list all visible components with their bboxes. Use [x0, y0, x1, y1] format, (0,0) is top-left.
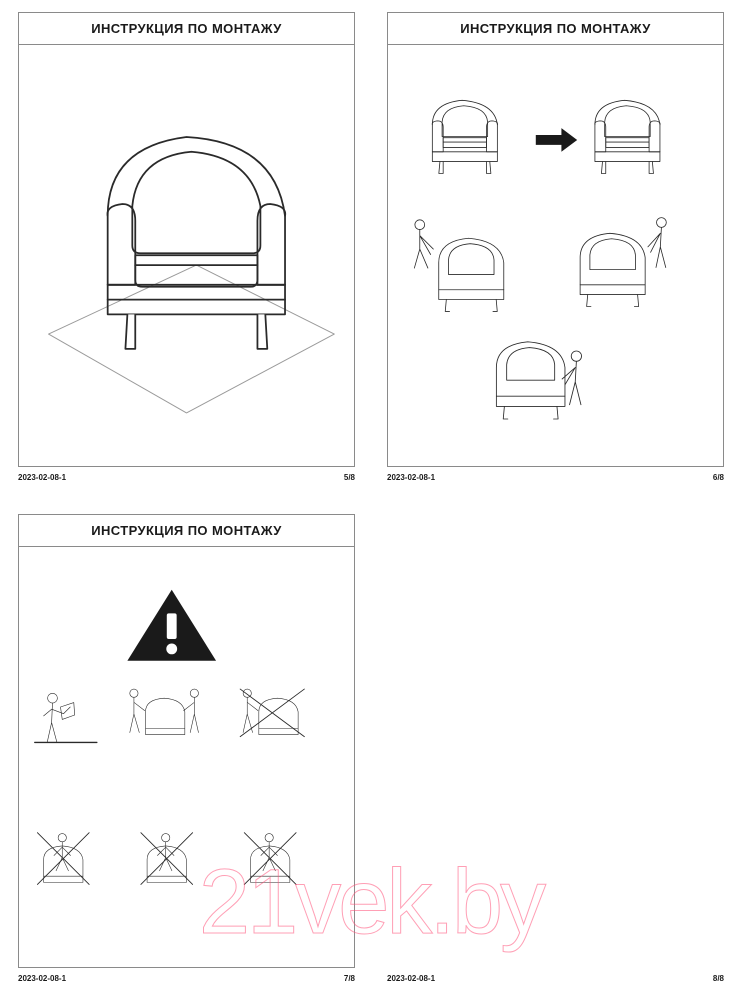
panel-7: ИНСТРУКЦИЯ ПО МОНТАЖУ [18, 514, 355, 984]
panel-8: 2023-02-08-1 8/8 [387, 514, 724, 984]
warning-icon [127, 589, 216, 660]
panel-footer: 2023-02-08-1 7/8 [18, 968, 355, 983]
panel-footer: 2023-02-08-1 8/8 [387, 968, 724, 983]
panel-body [19, 45, 354, 466]
panel-5: ИНСТРУКЦИЯ ПО МОНТАЖУ [18, 12, 355, 482]
assembly-illustration [388, 45, 723, 466]
panel-footer: 2023-02-08-1 5/8 [18, 467, 355, 482]
panel-card: ИНСТРУКЦИЯ ПО МОНТАЖУ [18, 514, 355, 969]
panel-body-blank [387, 514, 724, 969]
panel-card: ИНСТРУКЦИЯ ПО МОНТАЖУ [18, 12, 355, 467]
panel-6: ИНСТРУКЦИЯ ПО МОНТАЖУ [387, 12, 724, 482]
chair-illustration [19, 45, 354, 466]
warning-illustration [19, 547, 354, 968]
panel-footer: 2023-02-08-1 6/8 [387, 467, 724, 482]
footer-date: 2023-02-08-1 [387, 473, 435, 482]
page-grid: ИНСТРУКЦИЯ ПО МОНТАЖУ [0, 0, 742, 995]
footer-date: 2023-02-08-1 [18, 473, 66, 482]
panel-body [19, 547, 354, 968]
panel-card-blank [387, 514, 724, 969]
footer-page: 7/8 [344, 974, 355, 983]
panel-header: ИНСТРУКЦИЯ ПО МОНТАЖУ [19, 13, 354, 45]
panel-card: ИНСТРУКЦИЯ ПО МОНТАЖУ [387, 12, 724, 467]
panel-header: ИНСТРУКЦИЯ ПО МОНТАЖУ [19, 515, 354, 547]
footer-date: 2023-02-08-1 [387, 974, 435, 983]
footer-page: 8/8 [713, 974, 724, 983]
panel-header: ИНСТРУКЦИЯ ПО МОНТАЖУ [388, 13, 723, 45]
panel-body [388, 45, 723, 466]
footer-page: 6/8 [713, 473, 724, 482]
footer-page: 5/8 [344, 473, 355, 482]
footer-date: 2023-02-08-1 [18, 974, 66, 983]
